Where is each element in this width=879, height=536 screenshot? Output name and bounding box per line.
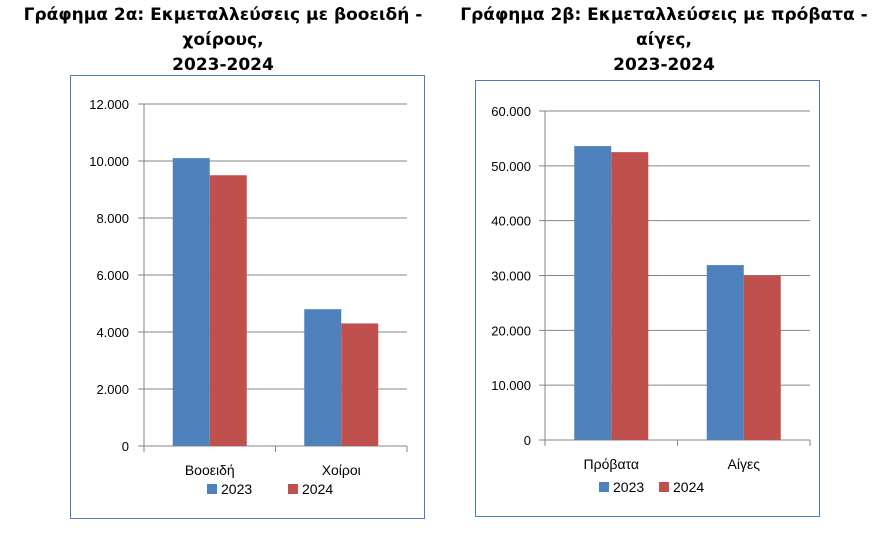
category-label: Αίγες: [728, 456, 761, 472]
legend-swatch-2023: [207, 484, 217, 494]
bar-2024-2: [341, 323, 379, 446]
chart-b-title-line1: Γράφημα 2β: Εκμεταλλεύσεις με πρόβατα - …: [460, 5, 868, 50]
y-tick-label: 0: [524, 433, 531, 448]
category-label: Πρόβατα: [584, 456, 639, 472]
chart-a-svg: 0 2.000 4.000 6.000 8.000 10.000 12.000 Βοοειδή…: [89, 97, 408, 497]
y-tick-label: 2.000: [96, 382, 129, 397]
legend-label: 2023: [613, 479, 644, 495]
bar-2023-1: [574, 146, 612, 440]
legend-swatch-2024: [659, 482, 669, 492]
y-tick-label: 6.000: [96, 268, 129, 283]
legend-swatch-2023: [599, 482, 609, 492]
legend-label: 2023: [221, 481, 252, 497]
y-tick-label: 50.000: [491, 159, 531, 174]
y-tick-label: 8.000: [96, 211, 129, 226]
y-tick-label: 4.000: [96, 325, 129, 340]
chart-b-title-line2: 2023-2024: [613, 55, 715, 75]
bar-2023-1: [172, 158, 210, 446]
bar-2023-2: [706, 265, 744, 440]
y-tick-label: 10.000: [89, 154, 129, 169]
chart-b-svg: 0 10.000 20.000 30.000 40.000 50.000 60.000 Πρό…: [491, 104, 811, 495]
chart-b-frame: 0 10.000 20.000 30.000 40.000 50.000 60.000 Πρό…: [475, 80, 820, 517]
chart-a-title-line1: Γράφημα 2α: Εκμεταλλεύσεις με βοοειδή - …: [23, 5, 423, 50]
y-tick-label: 10.000: [491, 378, 531, 393]
y-tick-label: 0: [122, 439, 129, 454]
y-tick-label: 12.000: [89, 97, 129, 112]
y-tick-label: 60.000: [491, 104, 531, 119]
bar-2024-2: [743, 275, 781, 440]
legend-swatch-2024: [288, 484, 298, 494]
bar-2024-1: [209, 175, 247, 446]
chart-a-title: Γράφημα 2α: Εκμεταλλεύσεις με βοοειδή - …: [0, 3, 446, 78]
y-tick-label: 40.000: [491, 214, 531, 229]
bar-2024-1: [611, 152, 649, 440]
chart-a-frame: 0 2.000 4.000 6.000 8.000 10.000 12.000 Βοοειδή…: [70, 75, 425, 519]
y-tick-label: 20.000: [491, 323, 531, 338]
chart-a-title-line2: 2023-2024: [172, 55, 274, 75]
chart-b-title: Γράφημα 2β: Εκμεταλλεύσεις με πρόβατα - …: [452, 3, 876, 78]
y-tick-label: 30.000: [491, 269, 531, 284]
legend-label: 2024: [673, 479, 704, 495]
bar-2023-2: [304, 309, 342, 446]
category-label: Βοοειδή: [185, 462, 235, 478]
category-label: Χοίροι: [322, 462, 361, 478]
legend-label: 2024: [302, 481, 333, 497]
